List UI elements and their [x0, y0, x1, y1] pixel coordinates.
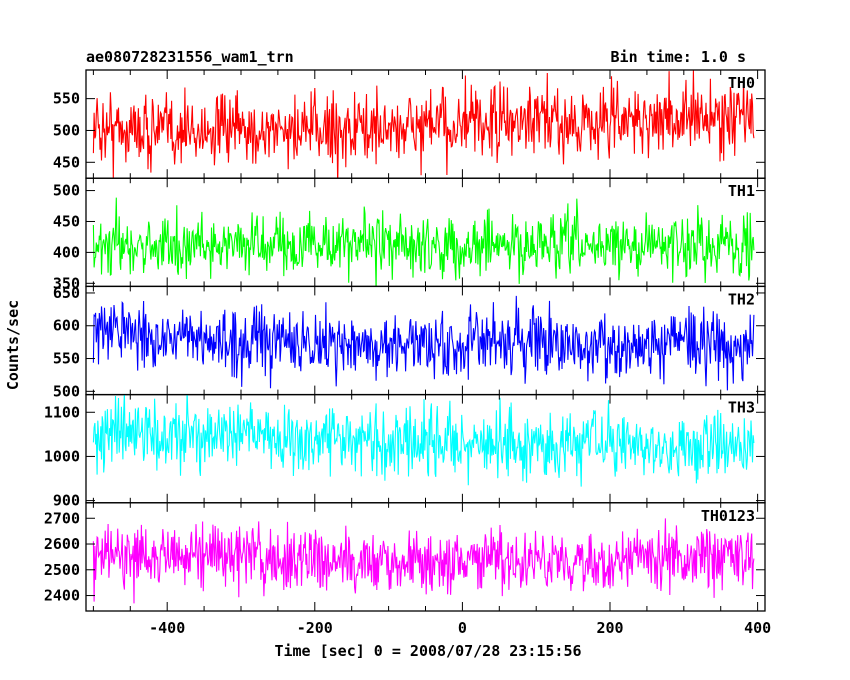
th0-ytick-label: 450 — [53, 153, 80, 171]
th0-series-line — [92, 70, 755, 179]
th1-series-line — [92, 197, 755, 287]
th2-ytick-label: 650 — [53, 284, 80, 302]
th1-ytick-label: 350 — [53, 274, 80, 292]
xtick-label: -400 — [149, 619, 185, 637]
th0123-series-line — [92, 518, 755, 604]
xtick-label: -200 — [297, 619, 333, 637]
th2-series-line — [92, 295, 755, 391]
th2-ytick-label: 600 — [53, 317, 80, 335]
th0-ytick-label: 500 — [53, 121, 80, 139]
th1-panel-frame — [85, 177, 766, 288]
th3-ytick-label: 1100 — [44, 403, 80, 421]
th0123-ytick-label: 2600 — [44, 535, 80, 553]
th0123-ytick-label: 2700 — [44, 509, 80, 527]
chart-title: ae080728231556_wam1_trn — [86, 48, 294, 66]
th0-ytick-label: 550 — [53, 90, 80, 108]
panels-group: 450 500 550 TH0 350 400 450 500 TH1 500 550 600 650 T… — [44, 69, 771, 637]
th0123-legend-label: TH0123 — [701, 507, 755, 525]
xtick-label: 0 — [458, 619, 467, 637]
th3-series-line — [92, 394, 755, 487]
th2-legend-label: TH2 — [728, 290, 755, 308]
y-axis-label: Counts/sec — [4, 300, 22, 390]
th0123-ytick-label: 2500 — [44, 561, 80, 579]
x-axis-label: Time [sec] 0 = 2008/07/28 23:15:56 — [274, 642, 581, 660]
xtick-label: 400 — [744, 619, 771, 637]
th2-ytick-label: 550 — [53, 350, 80, 368]
th0-legend-label: TH0 — [728, 74, 755, 92]
th1-legend-label: TH1 — [728, 182, 755, 200]
th1-ytick-label: 400 — [53, 243, 80, 261]
th3-ytick-label: 1000 — [44, 447, 80, 465]
xtick-label: 200 — [596, 619, 623, 637]
th2-ytick-label: 500 — [53, 382, 80, 400]
th3-legend-label: TH3 — [728, 399, 755, 417]
th0123-ytick-label: 2400 — [44, 587, 80, 605]
bin-time-label: Bin time: 1.0 s — [611, 48, 746, 66]
th1-ytick-label: 500 — [53, 182, 80, 200]
th3-ytick-label: 900 — [53, 492, 80, 510]
th1-ytick-label: 450 — [53, 212, 80, 230]
